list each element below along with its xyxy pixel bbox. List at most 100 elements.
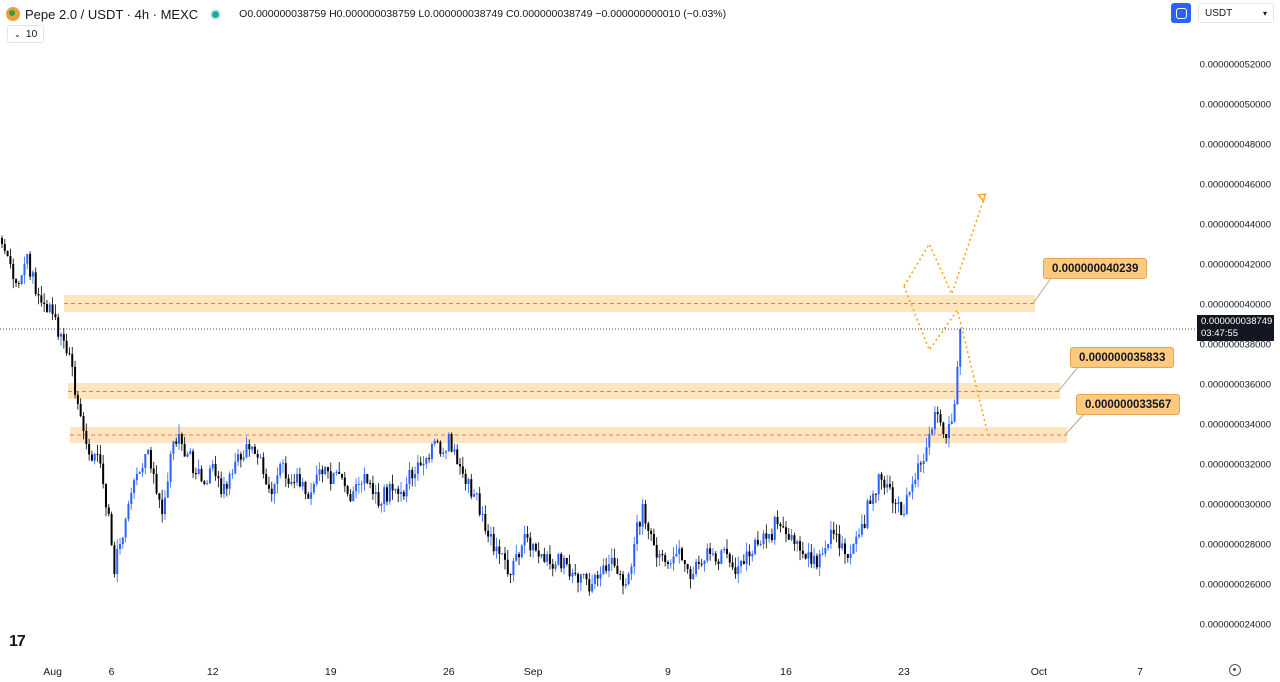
indicator-toggle-button[interactable]: ⌄ 10: [7, 25, 45, 43]
candle-body: [43, 302, 46, 304]
candle-body: [436, 440, 439, 442]
candle-body: [329, 471, 332, 484]
candle-body: [239, 454, 242, 460]
candle-body: [147, 449, 150, 454]
candle-body: [71, 354, 74, 367]
candle-body: [222, 483, 225, 494]
candle-body: [835, 533, 838, 535]
candle-body: [655, 544, 658, 558]
candle-body: [650, 530, 653, 534]
candle-body: [574, 572, 577, 574]
candle-body: [113, 545, 116, 574]
candle-body: [208, 468, 211, 484]
candle-body: [947, 424, 950, 439]
candle-body: [411, 469, 414, 479]
candle-body: [34, 272, 37, 294]
candle-body: [610, 557, 613, 564]
candle-body: [914, 479, 917, 484]
candle-body: [740, 561, 743, 567]
candle-body: [144, 454, 147, 468]
price-tick-label: 0.000000040000: [1200, 300, 1271, 311]
candlestick-series: [1, 235, 962, 596]
candle-body: [194, 473, 197, 475]
currency-controls: USDT ▾: [1171, 3, 1274, 23]
candle-body: [908, 491, 911, 496]
candle-body: [565, 557, 568, 564]
candle-body: [287, 478, 290, 484]
candle-body: [88, 444, 91, 455]
candle-body: [731, 562, 734, 568]
candle-body: [883, 479, 886, 488]
candle-body: [343, 477, 346, 487]
candle-body: [293, 482, 296, 484]
level-price-callout[interactable]: 0.000000035833: [1070, 347, 1175, 368]
candle-body: [931, 429, 934, 434]
candle-body: [518, 554, 521, 558]
candle-body: [158, 493, 161, 500]
market-open-status-icon: [212, 10, 220, 18]
candle-body: [12, 264, 15, 280]
price-tick-label: 0.000000028000: [1200, 540, 1271, 551]
candle-body: [585, 574, 588, 580]
candle-body: [697, 561, 700, 564]
candle-body: [762, 533, 765, 544]
candle-body: [1, 238, 3, 244]
candle-body: [96, 454, 99, 455]
tradingview-logo-icon[interactable]: 17: [9, 633, 26, 650]
candle-body: [745, 551, 748, 564]
candle-body: [138, 472, 141, 474]
candle-body: [149, 449, 152, 469]
candle-body: [90, 454, 93, 461]
candle-body: [675, 554, 678, 557]
candle-body: [509, 574, 512, 576]
gear-icon[interactable]: [1229, 664, 1241, 676]
level-price-callout[interactable]: 0.000000033567: [1076, 394, 1181, 415]
candle-body: [858, 534, 861, 537]
candle-body: [630, 566, 633, 574]
level-price-callout[interactable]: 0.000000040239: [1043, 258, 1148, 279]
candle-body: [779, 524, 782, 527]
projection-arrowhead: [977, 193, 987, 203]
candle-body: [253, 446, 256, 454]
candle-body: [664, 555, 667, 562]
candle-body: [256, 454, 259, 458]
candle-body: [956, 366, 959, 404]
candle-body: [68, 353, 71, 355]
candle-body: [709, 548, 712, 554]
candle-body: [439, 441, 442, 454]
candle-body: [341, 474, 344, 478]
candle-body: [15, 279, 18, 283]
candle-body: [461, 466, 464, 474]
currency-select[interactable]: USDT ▾: [1198, 3, 1274, 23]
candle-body: [624, 584, 627, 586]
candle-body: [172, 441, 175, 454]
candle-body: [714, 553, 717, 562]
candle-body: [689, 569, 692, 580]
symbol-title[interactable]: Pepe 2.0 / USDT · 4h · MEXC: [25, 6, 199, 22]
candle-body: [711, 553, 714, 555]
callout-pointer: [1057, 366, 1079, 392]
indicator-count: 10: [25, 28, 38, 40]
candle-body: [459, 464, 462, 467]
candle-body: [728, 554, 731, 563]
candle-body: [338, 471, 341, 474]
candle-body: [467, 479, 470, 484]
candle-body: [349, 494, 352, 502]
candle-body: [765, 533, 768, 539]
candle-body: [644, 504, 647, 524]
candle-body: [130, 492, 133, 504]
candle-body: [669, 563, 672, 565]
candle-body: [175, 441, 178, 444]
candle-body: [695, 561, 698, 574]
candle-body: [773, 516, 776, 541]
candle-body: [214, 464, 217, 477]
currency-convert-button[interactable]: [1171, 3, 1191, 23]
candle-body: [503, 553, 506, 560]
candle-body: [203, 481, 206, 484]
time-tick-label: 23: [898, 666, 910, 678]
candle-body: [571, 572, 574, 577]
candle-body: [428, 458, 431, 460]
candle-body: [568, 564, 571, 577]
candle-body: [65, 340, 68, 354]
